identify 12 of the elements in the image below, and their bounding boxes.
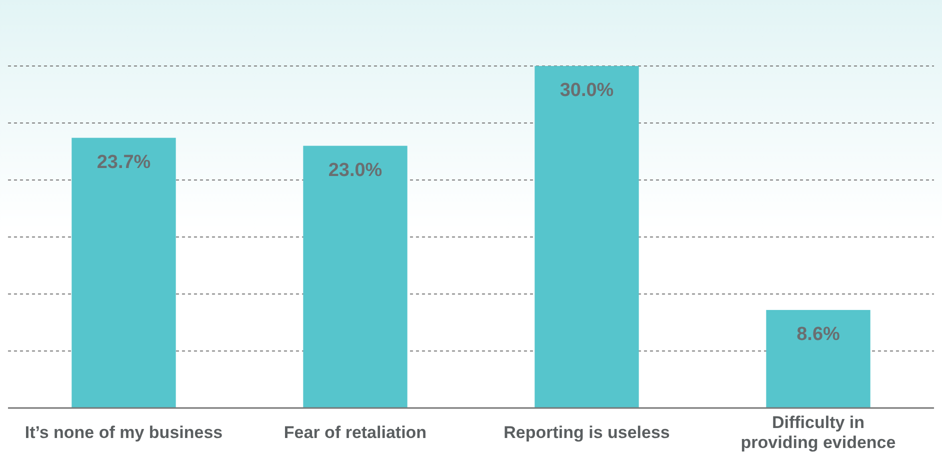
data-label: 30.0% (560, 80, 614, 101)
bar (303, 146, 408, 408)
data-label: 8.6% (796, 324, 840, 345)
x-tick-label: Fear of retaliation (284, 423, 427, 442)
bar (534, 66, 639, 408)
x-tick-label: It’s none of my business (24, 423, 223, 442)
data-label: 23.7% (96, 152, 151, 173)
bar (766, 310, 870, 408)
x-tick-label: Difficulty in providing evidence (740, 413, 896, 452)
bar (72, 138, 176, 408)
data-label: 23.0% (328, 160, 382, 181)
x-tick-label: Reporting is useless (504, 423, 670, 442)
